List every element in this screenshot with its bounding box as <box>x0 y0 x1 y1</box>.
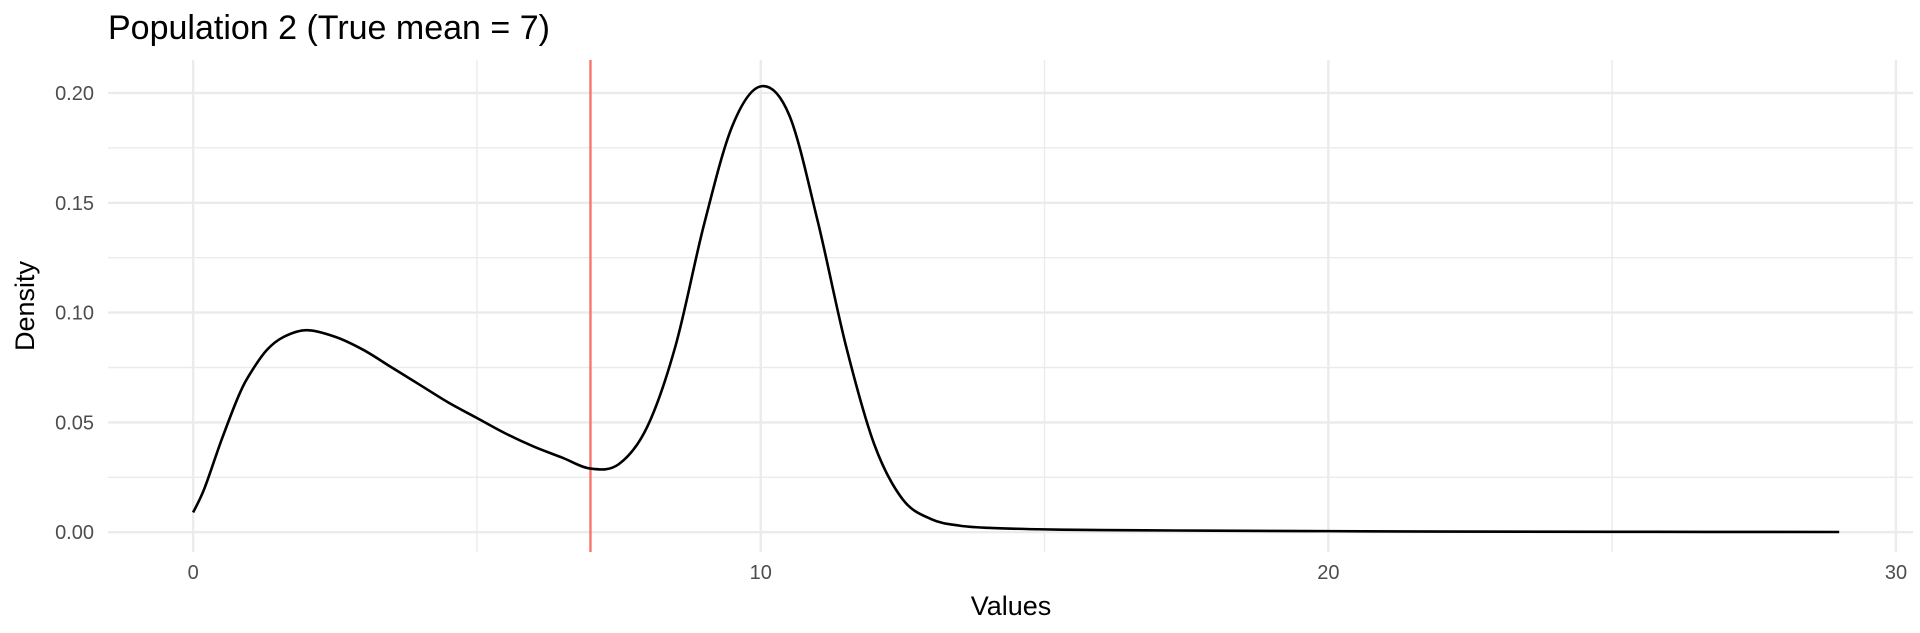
y-tick-label: 0.00 <box>55 522 94 544</box>
x-tick-label: 20 <box>1317 562 1339 584</box>
y-tick-label: 0.10 <box>55 303 94 325</box>
density-curve <box>191 84 1840 534</box>
y-tick-labels: 0.00 0.05 0.10 0.15 0.20 <box>55 83 94 544</box>
grid-lines <box>108 60 1913 552</box>
x-axis-title: Values <box>971 591 1052 621</box>
x-tick-label: 30 <box>1885 562 1907 584</box>
x-tick-labels: 0 10 20 30 <box>188 562 1908 584</box>
y-axis-title: Density <box>10 260 40 351</box>
series-group <box>191 84 1840 534</box>
x-tick-label: 0 <box>188 562 199 584</box>
y-tick-label: 0.05 <box>55 412 94 434</box>
chart-title: Population 2 (True mean = 7) <box>108 9 550 47</box>
y-tick-label: 0.20 <box>55 83 94 105</box>
x-tick-label: 10 <box>750 562 772 584</box>
y-tick-label: 0.15 <box>55 193 94 215</box>
